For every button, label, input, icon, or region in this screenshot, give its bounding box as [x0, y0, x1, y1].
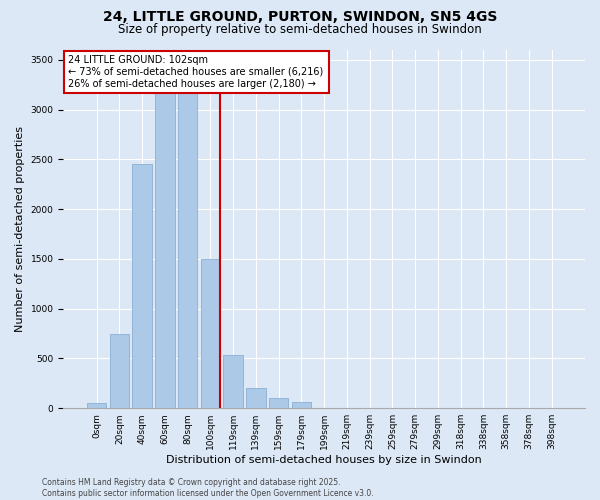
Bar [223, 356, 243, 408]
X-axis label: Distribution of semi-detached houses by size in Swindon: Distribution of semi-detached houses by … [166, 455, 482, 465]
Bar [246, 388, 266, 408]
Text: 24 LITTLE GROUND: 102sqm
← 73% of semi-detached houses are smaller (6,216)
26% o: 24 LITTLE GROUND: 102sqm ← 73% of semi-d… [68, 56, 324, 88]
Bar [155, 85, 175, 408]
Text: Contains HM Land Registry data © Crown copyright and database right 2025.
Contai: Contains HM Land Registry data © Crown c… [42, 478, 374, 498]
Y-axis label: Number of semi-detached properties: Number of semi-detached properties [15, 126, 25, 332]
Bar [110, 334, 129, 408]
Bar [269, 398, 289, 408]
Text: 24, LITTLE GROUND, PURTON, SWINDON, SN5 4GS: 24, LITTLE GROUND, PURTON, SWINDON, SN5 … [103, 10, 497, 24]
Bar [133, 164, 152, 408]
Bar [87, 403, 106, 408]
Bar [201, 259, 220, 408]
Bar [292, 402, 311, 408]
Text: Size of property relative to semi-detached houses in Swindon: Size of property relative to semi-detach… [118, 22, 482, 36]
Bar [178, 80, 197, 408]
